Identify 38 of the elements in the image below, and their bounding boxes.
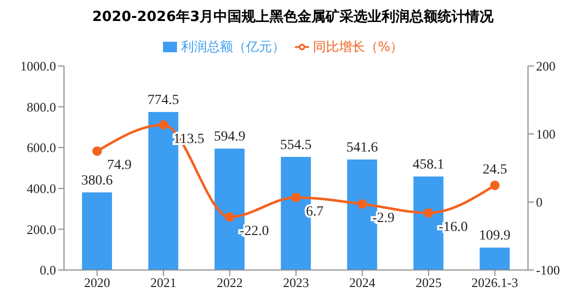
x-tick-label: 2021 [150,275,176,290]
point [224,212,234,222]
x-tick-label: 2022 [216,275,243,290]
data-label: 774.5 [148,93,180,108]
legend-label: 同比增长（%） [312,40,404,55]
data-label: 594.9 [214,130,246,145]
y2-tick-label: -100 [536,262,560,278]
data-label: 109.9 [478,228,510,244]
point [291,192,301,202]
point [358,199,368,209]
point [158,120,168,130]
bar [480,248,510,270]
point [490,180,500,190]
y-tick-label: 800.0 [26,99,56,114]
x-tick-label: 2026.1-3 [472,275,518,290]
x-tick-label: 2025 [416,275,442,290]
chart-title: 2020-2026年3月中国规上黑色金属矿采选业利润总额统计情况 [91,8,495,27]
x-tick-label: 2024 [349,275,376,290]
data-label: 74.9 [107,158,132,174]
y-tick-label: 1000.0 [20,58,56,74]
point [424,208,434,218]
data-label: 380.6 [81,173,113,188]
y-tick-label: 0.0 [40,262,56,278]
y2-tick-label: 0 [536,194,542,210]
data-label: 24.5 [482,162,508,178]
y2-tick-label: 100 [536,126,556,142]
y2-tick-label: 200 [536,58,556,74]
y-tick-label: 400.0 [26,181,56,196]
data-label: 458.1 [412,158,444,173]
x-tick-label: 2023 [283,275,309,290]
legend-label: 利润总额（亿元） [180,40,285,55]
y-tick-label: 200.0 [26,222,56,237]
data-label: 554.5 [280,138,312,153]
point [92,146,102,156]
data-label: 541.6 [346,140,378,156]
bar [82,192,112,270]
y-tick-label: 600.0 [26,140,56,156]
x-tick-label: 2020 [84,275,110,290]
